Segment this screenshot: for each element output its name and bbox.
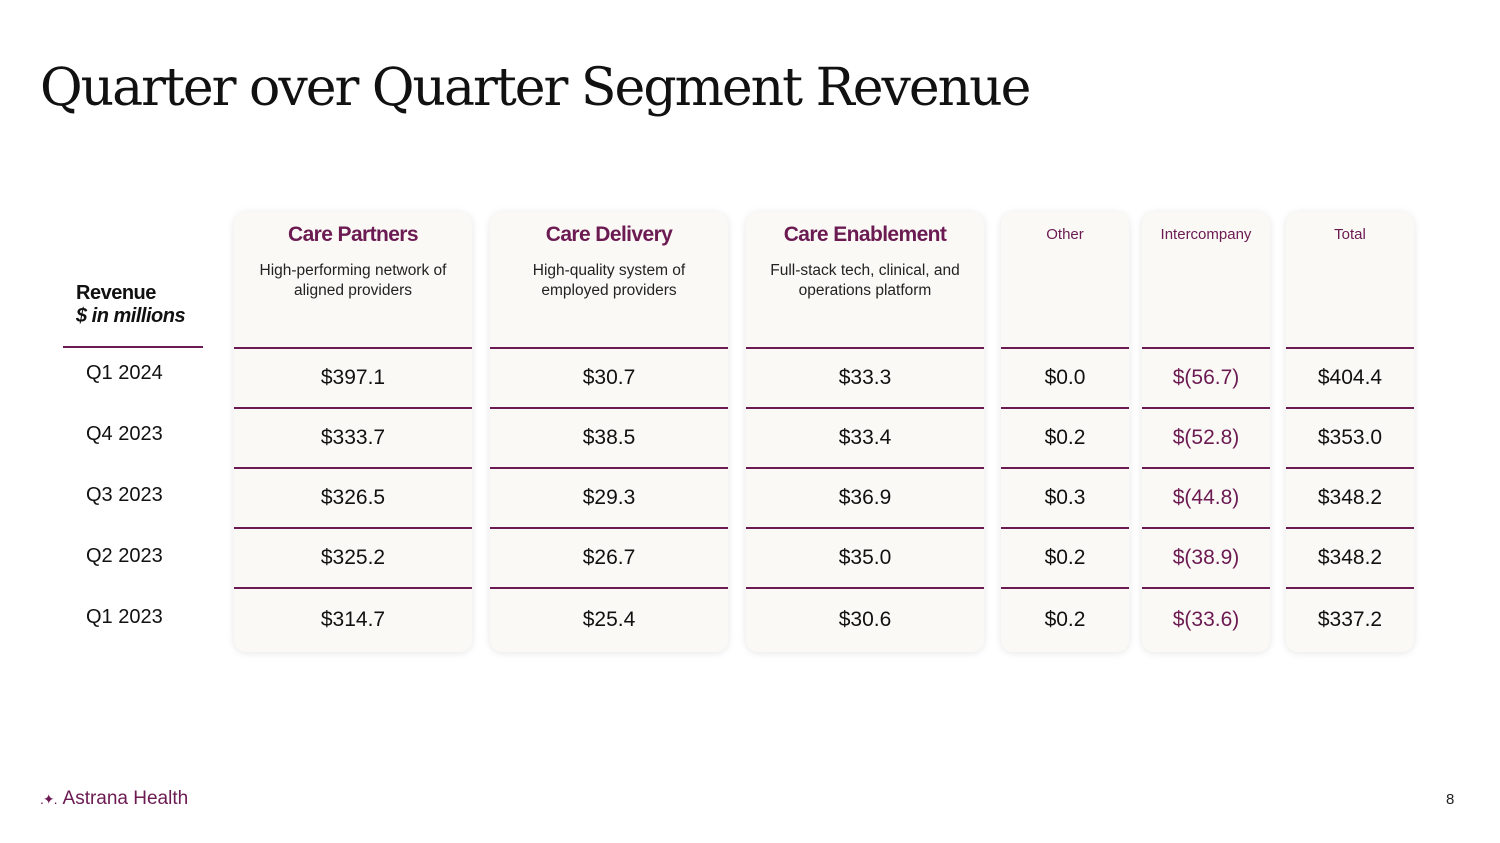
row-header-label: Revenue $ in millions [76, 282, 186, 328]
revenue-cell: $33.3 [746, 349, 984, 409]
segment-card-care-enablement: Care Enablement Full-stack tech, clinica… [746, 212, 984, 652]
segment-header: Other [1001, 212, 1129, 349]
segment-card-care-delivery: Care Delivery High-quality system of emp… [490, 212, 728, 652]
row-header-line1: Revenue [76, 282, 156, 304]
revenue-cell: $0.3 [1001, 469, 1129, 529]
revenue-cell: $348.2 [1286, 529, 1414, 589]
revenue-cell: $26.7 [490, 529, 728, 589]
revenue-cell: $30.6 [838, 608, 892, 631]
segment-description: High-performing network of aligned provi… [259, 262, 447, 299]
segment-header: Care Partners High-performing network of… [234, 212, 472, 349]
segment-title: Care Delivery [545, 223, 673, 246]
revenue-cell: $397.1 [234, 349, 472, 409]
page-number: 8 [1446, 791, 1455, 808]
segment-title: Care Partners [288, 223, 419, 246]
quarter-label: Q3 2023 [86, 484, 163, 506]
quarter-label: Q2 2023 [86, 545, 163, 567]
segment-header: Care Delivery High-quality system of emp… [490, 212, 728, 349]
revenue-cell: $(38.9) [1142, 529, 1270, 589]
segment-header: Intercompany [1142, 212, 1270, 349]
segment-card-total: Total $404.4 $353.0 $348.2 $348.2 $337.2 [1286, 212, 1414, 652]
sparkle-icon: .✦. [40, 790, 57, 807]
revenue-cell: $38.5 [490, 409, 728, 469]
revenue-cell: $348.2 [1286, 469, 1414, 529]
revenue-cell: $(44.8) [1142, 469, 1270, 529]
revenue-cell: $0.2 [1001, 409, 1129, 469]
revenue-cell: $314.7 [320, 608, 386, 631]
brand-logo: .✦. Astrana Health [40, 788, 188, 810]
revenue-cell: $30.7 [490, 349, 728, 409]
quarter-label: Q1 2024 [86, 362, 163, 384]
revenue-cell: $35.0 [746, 529, 984, 589]
revenue-cell: $36.9 [746, 469, 984, 529]
segment-title: Intercompany [1160, 226, 1252, 243]
revenue-cell: $0.2 [1001, 529, 1129, 589]
segment-header: Care Enablement Full-stack tech, clinica… [746, 212, 984, 349]
revenue-cell: $0.0 [1001, 349, 1129, 409]
revenue-cell: $0.2 [1044, 608, 1086, 631]
quarter-label: Q1 2023 [86, 606, 163, 628]
segment-description: High-quality system of employed provider… [532, 262, 686, 299]
segment-card-other: Other $0.0 $0.2 $0.3 $0.2 $0.2 [1001, 212, 1129, 652]
segment-description: Full-stack tech, clinical, and operation… [770, 262, 960, 299]
segment-title: Other [1046, 226, 1084, 243]
revenue-cell: $325.2 [234, 529, 472, 589]
revenue-cell: $404.4 [1286, 349, 1414, 409]
revenue-cell: $29.3 [490, 469, 728, 529]
segment-header: Total [1286, 212, 1414, 349]
quarter-label: Q4 2023 [86, 423, 163, 445]
revenue-cell: $25.4 [582, 608, 636, 631]
revenue-cell: $33.4 [746, 409, 984, 469]
row-header-divider [63, 346, 203, 348]
segment-card-intercompany: Intercompany $(56.7) $(52.8) $(44.8) $(3… [1142, 212, 1270, 652]
revenue-cell: $(52.8) [1142, 409, 1270, 469]
revenue-cell: $(56.7) [1142, 349, 1270, 409]
segment-card-care-partners: Care Partners High-performing network of… [234, 212, 472, 652]
segment-title: Care Enablement [783, 223, 947, 246]
revenue-cell: $333.7 [234, 409, 472, 469]
revenue-cell: $326.5 [234, 469, 472, 529]
revenue-cell: $337.2 [1317, 608, 1383, 631]
brand-name: Astrana Health [62, 788, 189, 809]
revenue-cell: $(33.6) [1172, 608, 1240, 631]
segment-title: Total [1334, 226, 1366, 243]
revenue-cell: $353.0 [1286, 409, 1414, 469]
page-title: Quarter over Quarter Segment Revenue [40, 58, 1031, 118]
row-header-units: $ in millions [76, 305, 186, 327]
